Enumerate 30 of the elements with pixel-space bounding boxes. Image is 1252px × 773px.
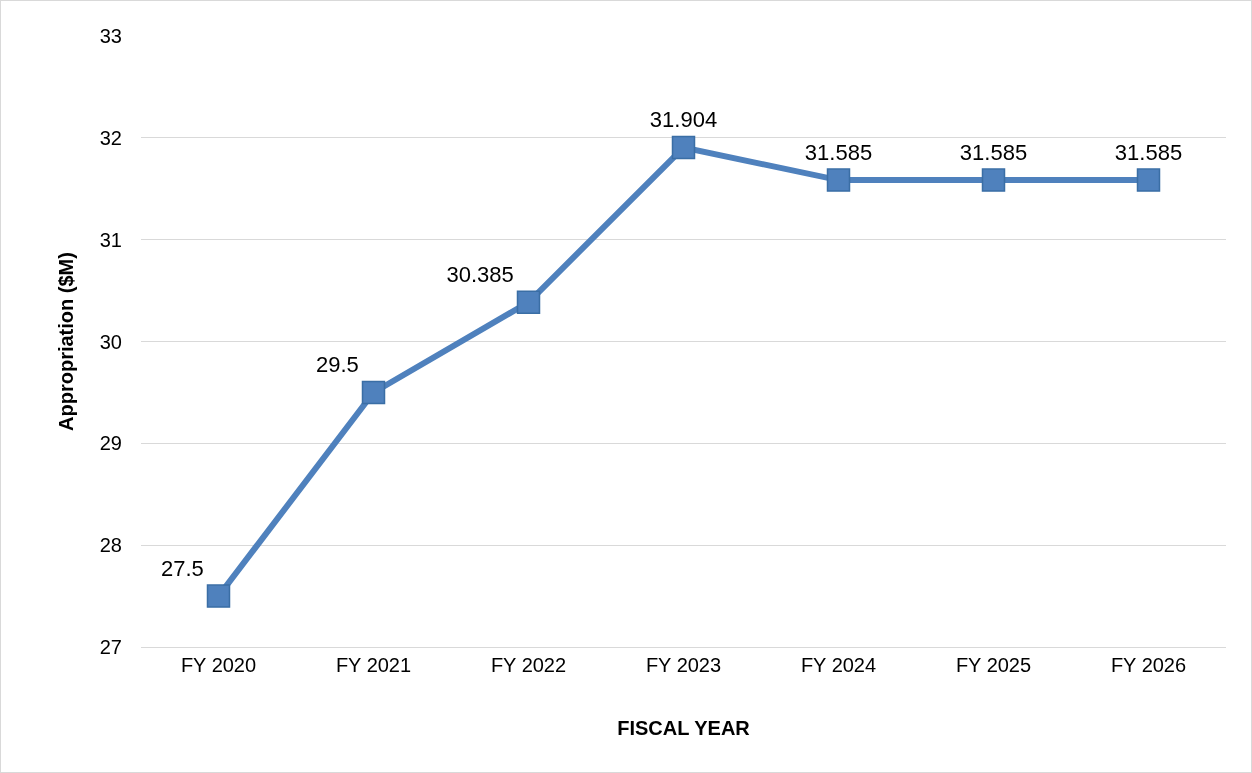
x-tick-label: FY 2022 — [490, 654, 567, 676]
y-tick-label: 33 — [99, 25, 122, 47]
y-tick-label: 30 — [99, 330, 122, 353]
data-label: 31.904 — [649, 107, 718, 133]
point — [516, 290, 541, 315]
x-tick-label: FY 2023 — [645, 654, 722, 676]
point — [206, 584, 231, 608]
y-tick-label: 31 — [99, 228, 122, 251]
point — [826, 168, 851, 192]
y-tick-label: 29 — [99, 432, 122, 455]
point — [361, 380, 386, 405]
x-tick-label: FY 2024 — [800, 654, 877, 676]
data-label: 30.385 — [446, 262, 514, 288]
x-tick-label: FY 2025 — [955, 654, 1032, 676]
data-label: 31.585 — [1114, 139, 1183, 165]
x-axis-title: FISCAL YEAR — [617, 716, 751, 739]
x-tick-label: FY 2026 — [1110, 654, 1187, 676]
point — [671, 135, 696, 160]
data-label: 31.585 — [804, 139, 873, 165]
y-tick-label: 27 — [99, 636, 122, 658]
y-axis-title: Appropriation ($M) — [55, 252, 78, 431]
y-tick-label: 32 — [99, 126, 122, 149]
y-tick-label: 28 — [99, 534, 122, 557]
x-tick-label: FY 2021 — [335, 654, 412, 676]
point — [981, 168, 1006, 192]
data-label: 31.585 — [959, 139, 1028, 165]
x-tick-label: FY 2020 — [180, 654, 257, 676]
data-label: 29.5 — [315, 352, 359, 378]
data-label: 27.5 — [160, 555, 204, 581]
point — [1136, 168, 1161, 192]
